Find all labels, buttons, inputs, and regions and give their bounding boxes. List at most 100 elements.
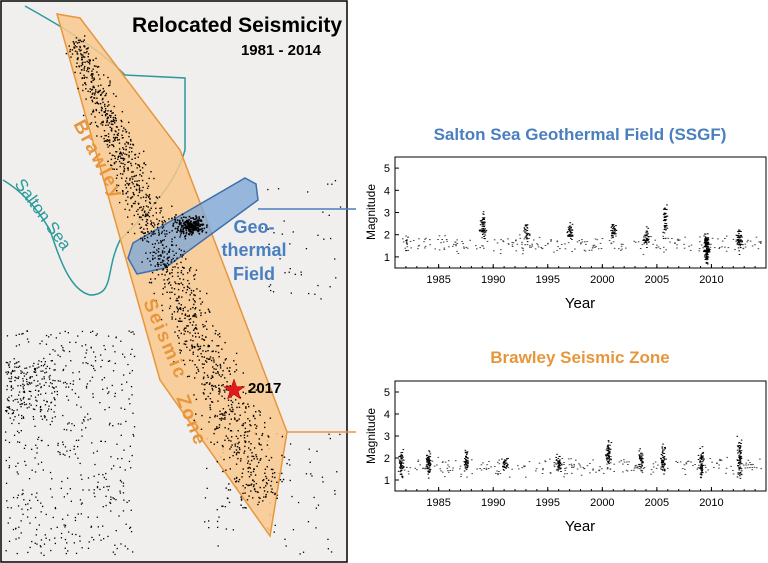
bsz-point bbox=[607, 461, 609, 463]
ssgf-point bbox=[643, 239, 646, 241]
map-seismic-event bbox=[193, 303, 195, 306]
map-seismic-event bbox=[81, 547, 83, 549]
map-seismic-event bbox=[195, 307, 197, 309]
ssgf-point bbox=[703, 256, 706, 258]
bsz-point bbox=[737, 465, 740, 467]
map-seismic-event bbox=[221, 348, 223, 350]
map-seismic-event bbox=[225, 412, 227, 414]
map-seismic-event bbox=[187, 325, 189, 327]
map-seismic-event bbox=[178, 320, 180, 322]
bsz-point bbox=[738, 462, 740, 464]
bsz-point bbox=[542, 469, 544, 471]
background-seismicity bbox=[5, 180, 342, 556]
map-seismic-event bbox=[34, 542, 36, 544]
ssgf-ytick-label: 1 bbox=[384, 252, 390, 264]
map-seismic-event bbox=[163, 239, 165, 241]
map-seismic-event bbox=[20, 406, 22, 408]
map-seismic-event bbox=[228, 483, 230, 485]
map-seismic-event bbox=[182, 283, 184, 286]
map-seismic-event bbox=[27, 341, 30, 343]
map-seismic-event bbox=[34, 408, 36, 411]
bsz-point bbox=[451, 469, 454, 471]
bsz-point bbox=[592, 459, 594, 461]
map-seismic-event bbox=[31, 448, 33, 450]
map-seismic-event bbox=[152, 257, 154, 260]
bsz-point bbox=[463, 464, 466, 466]
map-seismic-event bbox=[225, 435, 227, 437]
bsz-point bbox=[738, 442, 740, 444]
bsz-point bbox=[736, 476, 739, 478]
ssgf-point bbox=[740, 235, 743, 237]
bsz-point bbox=[465, 459, 468, 461]
bsz-point bbox=[622, 463, 624, 465]
map-seismic-event bbox=[234, 418, 236, 421]
map-seismic-event bbox=[220, 417, 223, 419]
map-seismic-event bbox=[219, 410, 221, 412]
map-seismic-event bbox=[267, 228, 269, 230]
map-seismic-event bbox=[238, 452, 240, 454]
bsz-point bbox=[595, 471, 597, 473]
map-seismic-event bbox=[188, 224, 190, 226]
bsz-point bbox=[464, 466, 467, 468]
map-seismic-event bbox=[127, 216, 129, 218]
map-seismic-event bbox=[207, 350, 209, 352]
bsz-point bbox=[676, 462, 679, 463]
bsz-point bbox=[740, 458, 742, 460]
ssgf-point bbox=[440, 242, 442, 244]
map-seismic-event bbox=[74, 392, 77, 395]
ssgf-point bbox=[596, 239, 599, 241]
map-seismic-event bbox=[111, 112, 113, 114]
map-seismic-event bbox=[61, 480, 63, 483]
map-seismic-event bbox=[168, 218, 170, 220]
map-seismic-event bbox=[106, 105, 109, 107]
map-seismic-event bbox=[163, 247, 165, 249]
map-seismic-event bbox=[203, 388, 206, 391]
bsz-point bbox=[398, 461, 401, 463]
map-seismic-event bbox=[114, 553, 116, 556]
map-seismic-event bbox=[117, 134, 119, 137]
ssgf-point bbox=[481, 217, 484, 219]
ssgf-point bbox=[741, 241, 743, 243]
map-seismic-event bbox=[109, 501, 111, 504]
ssgf-point bbox=[484, 228, 486, 230]
map-seismic-event bbox=[79, 39, 81, 41]
bsz-point bbox=[701, 469, 704, 471]
map-seismic-event bbox=[265, 455, 267, 458]
map-seismic-event bbox=[188, 318, 190, 321]
map-seismic-event bbox=[8, 467, 10, 469]
map-seismic-event bbox=[200, 303, 202, 305]
ssgf-point bbox=[483, 229, 486, 231]
bsz-point bbox=[460, 476, 462, 478]
map-seismic-event bbox=[51, 360, 53, 362]
map-seismic-event bbox=[59, 332, 61, 334]
bsz-point bbox=[429, 460, 432, 462]
ssgf-point bbox=[677, 240, 680, 241]
map-seismic-event bbox=[23, 384, 25, 386]
map-seismic-event bbox=[15, 538, 17, 540]
map-seismic-event bbox=[150, 207, 152, 209]
map-seismic-event bbox=[65, 386, 67, 388]
map-seismic-event bbox=[136, 180, 138, 182]
ssgf-point bbox=[534, 248, 537, 250]
map-seismic-event bbox=[285, 545, 287, 547]
map-seismic-event bbox=[216, 365, 219, 367]
ssgf-point bbox=[500, 239, 502, 241]
map-seismic-event bbox=[124, 128, 127, 131]
map-seismic-event bbox=[245, 507, 247, 509]
bsz-point bbox=[557, 469, 559, 471]
map-seismic-event bbox=[162, 260, 165, 262]
map-seismic-event bbox=[5, 439, 7, 441]
map-seismic-event bbox=[13, 434, 16, 436]
label-2017: 2017 bbox=[248, 380, 281, 397]
bsz-point bbox=[700, 455, 703, 457]
ssgf-point bbox=[481, 225, 484, 227]
map-seismic-event bbox=[204, 497, 207, 499]
map-seismic-event bbox=[122, 130, 124, 132]
map-seismic-event bbox=[24, 444, 27, 446]
bsz-point bbox=[690, 461, 692, 463]
bsz-point bbox=[740, 450, 743, 452]
bsz-point bbox=[403, 469, 406, 471]
map-seismic-event bbox=[114, 122, 116, 124]
bsz-point bbox=[652, 463, 655, 465]
bsz-point bbox=[704, 466, 707, 468]
